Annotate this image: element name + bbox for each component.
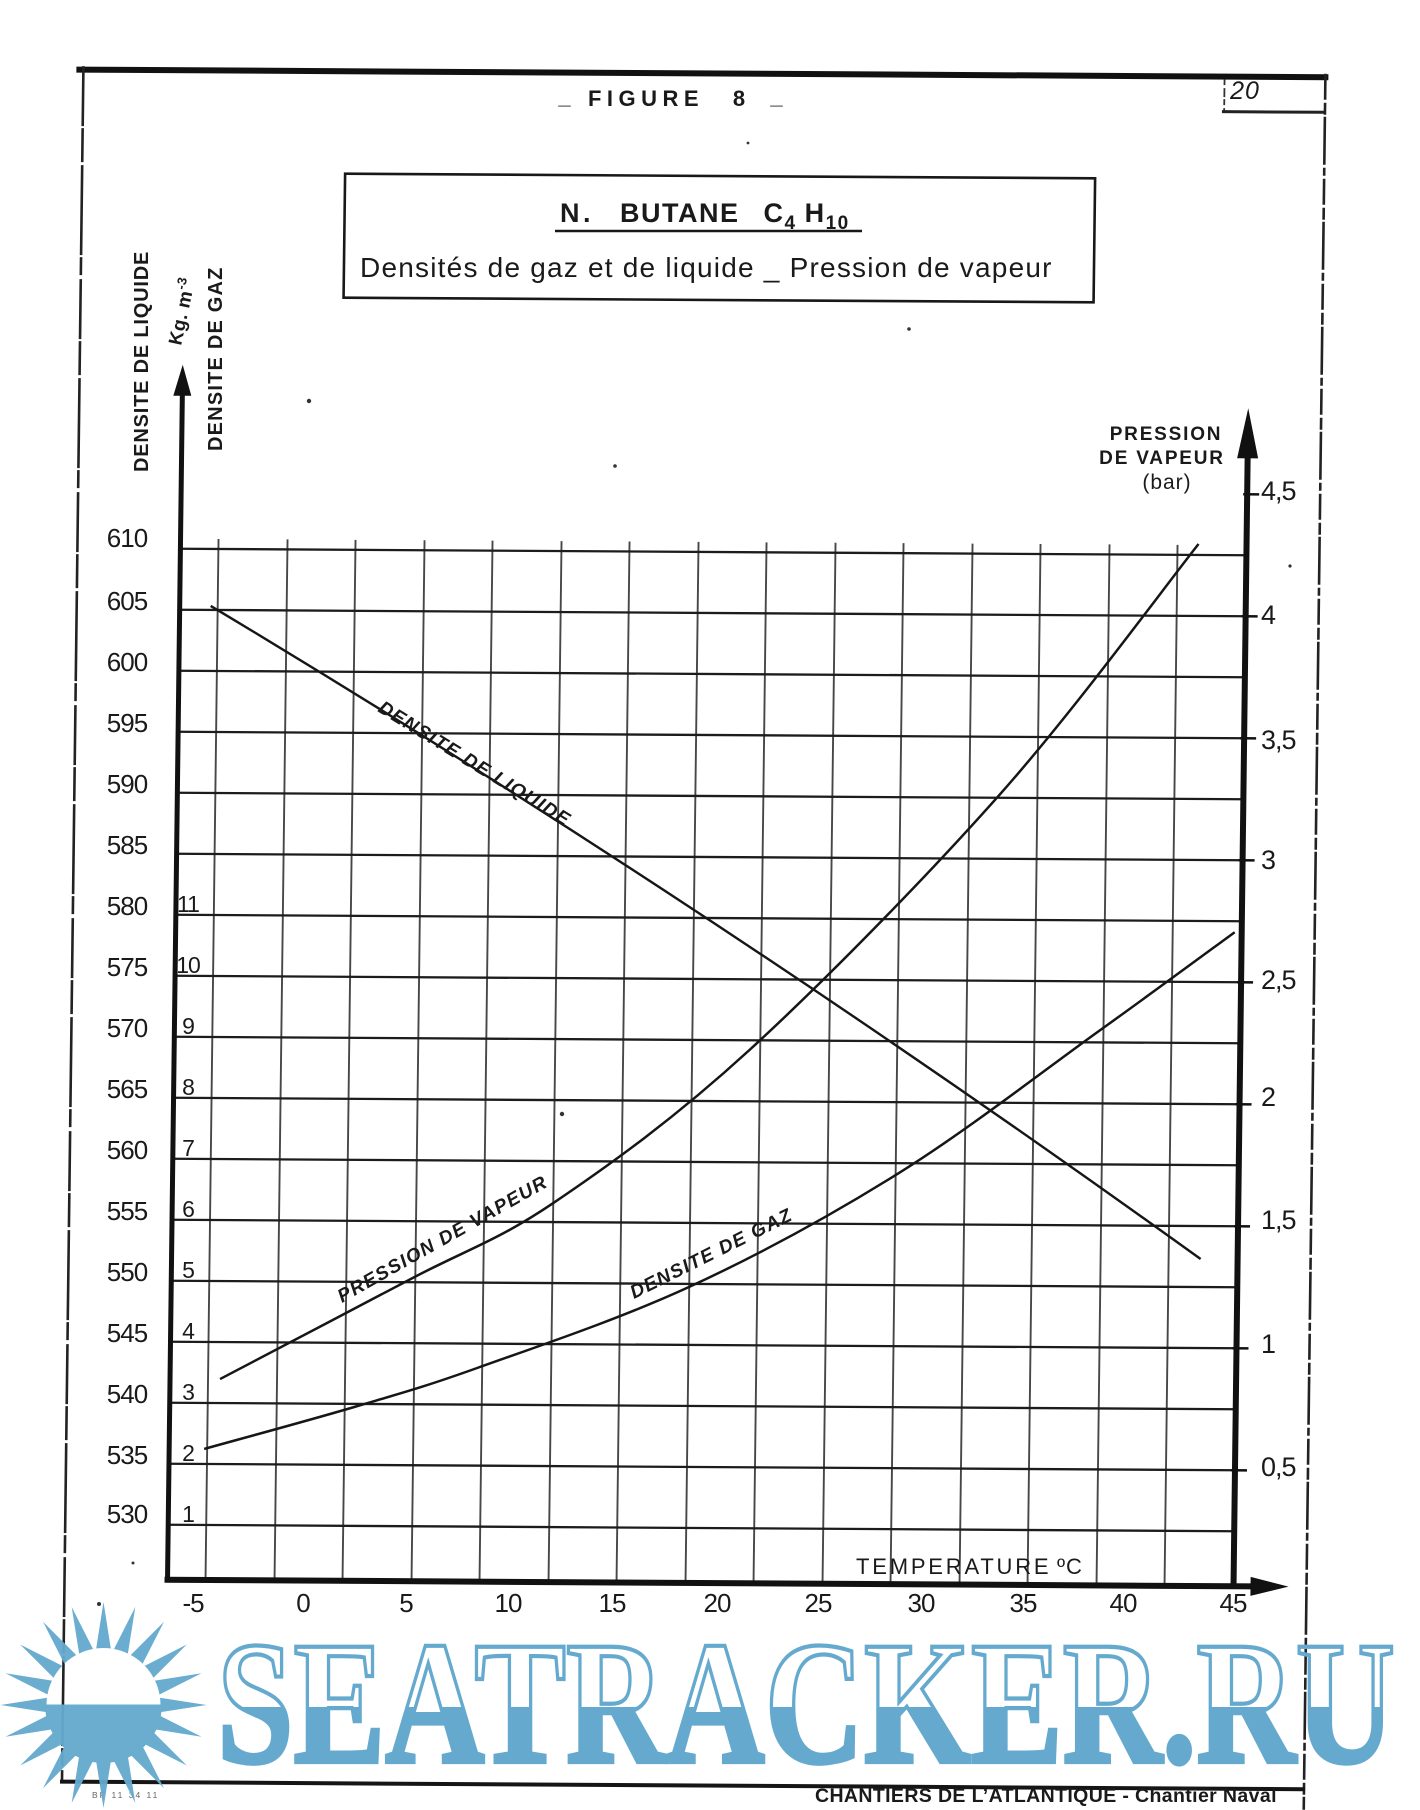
svg-text:DENSITE DE LIQUIDE: DENSITE DE LIQUIDE: [131, 251, 153, 472]
svg-text:35: 35: [1010, 1588, 1037, 1618]
svg-text:11: 11: [177, 891, 199, 917]
svg-text:0,5: 0,5: [1261, 1452, 1296, 1482]
svg-text:DENSITE DE GAZ: DENSITE DE GAZ: [205, 266, 227, 451]
svg-text:CHANTIERS DE L’ATLANTIQUE - Ch: CHANTIERS DE L’ATLANTIQUE - Chantier Nav…: [815, 1785, 1277, 1807]
svg-text:610: 610: [107, 523, 148, 553]
svg-text:2: 2: [1261, 1082, 1275, 1112]
svg-text:3: 3: [1261, 845, 1275, 875]
svg-text:15: 15: [599, 1588, 626, 1618]
svg-text:20: 20: [1229, 77, 1260, 105]
svg-text:585: 585: [107, 830, 148, 860]
svg-text:1: 1: [182, 1501, 194, 1527]
svg-text:3: 3: [182, 1379, 194, 1405]
svg-text:580: 580: [107, 891, 148, 921]
svg-text:FIGURE: FIGURE: [588, 86, 704, 111]
svg-text:5: 5: [182, 1257, 194, 1283]
svg-text:PRESSION: PRESSION: [1110, 424, 1223, 445]
svg-text:575: 575: [107, 952, 148, 982]
svg-text:600: 600: [107, 647, 148, 677]
svg-text:(bar): (bar): [1142, 471, 1191, 494]
svg-text:10: 10: [495, 1588, 522, 1618]
svg-text:3,5: 3,5: [1261, 725, 1296, 755]
svg-text:ºC: ºC: [1057, 1554, 1083, 1579]
svg-text:Densités de gaz et de liquide: Densités de gaz et de liquide _ Pression…: [360, 252, 1052, 283]
svg-text:SEATRACKER.RU: SEATRACKER.RU: [217, 1606, 1395, 1801]
svg-text:555: 555: [107, 1196, 148, 1226]
svg-text:6: 6: [182, 1196, 194, 1222]
svg-text:10: 10: [176, 952, 200, 978]
svg-text:30: 30: [908, 1588, 935, 1618]
svg-text:1: 1: [1261, 1329, 1275, 1359]
svg-text:8: 8: [182, 1074, 194, 1100]
svg-text:535: 535: [107, 1440, 148, 1470]
svg-text:560: 560: [107, 1135, 148, 1165]
svg-text:2: 2: [182, 1440, 194, 1466]
svg-text:4: 4: [182, 1318, 195, 1344]
svg-text:BP 11 34 11: BP 11 34 11: [92, 1790, 159, 1800]
svg-text:40: 40: [1110, 1588, 1137, 1618]
svg-text:4,5: 4,5: [1261, 476, 1296, 506]
svg-text:530: 530: [107, 1499, 148, 1529]
svg-text:1,5: 1,5: [1261, 1205, 1296, 1235]
svg-text:-5: -5: [182, 1588, 204, 1618]
svg-text:9: 9: [182, 1013, 194, 1039]
svg-text:20: 20: [704, 1588, 731, 1618]
svg-text:7: 7: [182, 1135, 194, 1161]
svg-text:_: _: [769, 84, 785, 109]
svg-text:4: 4: [1261, 600, 1276, 630]
svg-text:45: 45: [1220, 1588, 1247, 1618]
svg-text:545: 545: [107, 1318, 148, 1348]
svg-text:2,5: 2,5: [1261, 965, 1296, 995]
svg-text:TEMPERATURE: TEMPERATURE: [856, 1554, 1051, 1579]
svg-text:570: 570: [107, 1013, 148, 1043]
svg-text:25: 25: [805, 1588, 832, 1618]
svg-text:_: _: [557, 84, 573, 109]
svg-text:565: 565: [107, 1074, 148, 1104]
svg-text:540: 540: [107, 1379, 148, 1409]
svg-text:8: 8: [733, 86, 745, 111]
svg-text:605: 605: [107, 586, 148, 616]
svg-text:5: 5: [399, 1588, 413, 1618]
svg-text:DE VAPEUR: DE VAPEUR: [1099, 448, 1225, 469]
svg-text:590: 590: [107, 769, 148, 799]
svg-text:0: 0: [296, 1588, 310, 1618]
svg-text:550: 550: [107, 1257, 148, 1287]
svg-text:595: 595: [107, 708, 148, 738]
